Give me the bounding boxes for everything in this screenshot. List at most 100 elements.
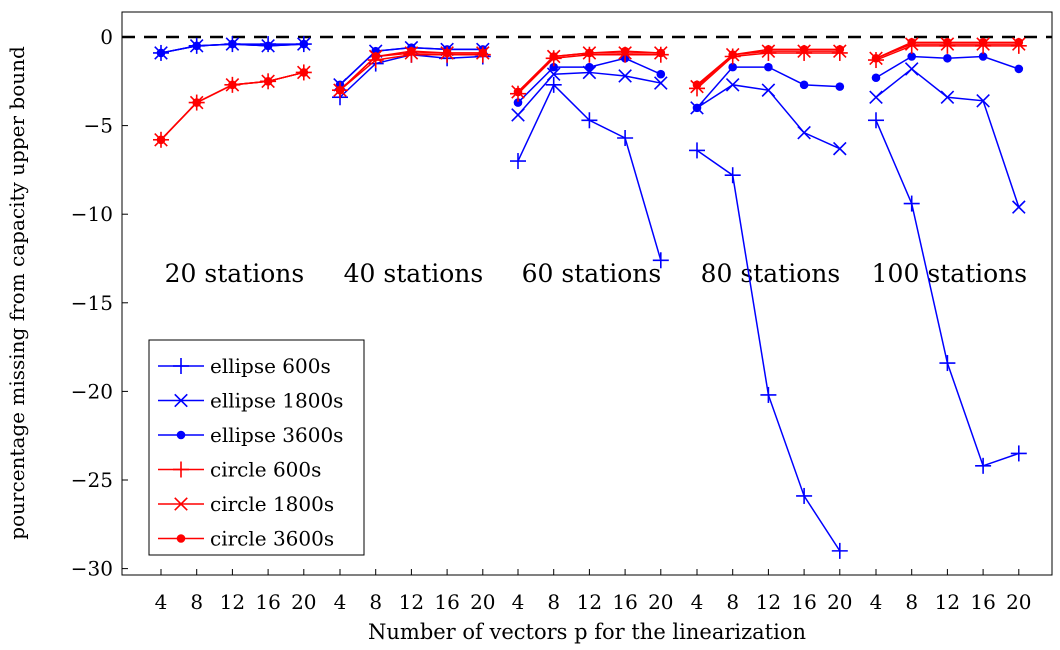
plus-marker <box>617 130 634 147</box>
series-ellipse-1800s <box>869 62 1026 214</box>
series-ellipse-600s <box>689 142 848 559</box>
plus-marker <box>689 142 705 159</box>
series-ellipse-3600s <box>513 53 666 107</box>
dot-marker <box>176 430 186 440</box>
series-line <box>517 83 662 261</box>
dot-marker <box>549 52 558 61</box>
legend-entry: circle 600s <box>158 458 321 482</box>
cross-marker <box>1011 200 1026 214</box>
dot-marker <box>335 85 345 95</box>
plus-marker <box>939 355 956 372</box>
x-tick-label: 4 <box>512 590 525 614</box>
x-tick-label: 16 <box>612 590 637 614</box>
cross-marker <box>653 76 668 90</box>
dot-marker <box>192 41 201 51</box>
x-tick-label: 16 <box>434 590 459 614</box>
dot-marker <box>943 53 952 63</box>
dot-marker <box>835 82 845 91</box>
dot-marker <box>192 98 201 107</box>
x-tick-label: 12 <box>935 590 960 614</box>
dot-marker <box>907 52 916 61</box>
plus-marker <box>831 542 848 559</box>
legend-entry: ellipse 1800s <box>158 389 343 413</box>
dot-marker <box>585 48 594 58</box>
plus-marker <box>1010 445 1027 462</box>
dot-marker <box>692 103 702 113</box>
y-tick-label: −25 <box>71 468 113 492</box>
legend-label: circle 600s <box>210 458 321 482</box>
dot-marker <box>764 45 773 54</box>
cross-marker <box>940 90 955 105</box>
dot-marker <box>978 52 988 61</box>
x-tick-label: 20 <box>827 590 852 614</box>
dot-marker <box>442 48 452 58</box>
plus-marker <box>173 358 189 374</box>
dot-marker <box>156 135 166 145</box>
dot-marker <box>585 62 594 72</box>
cross-marker <box>618 69 632 83</box>
dot-marker <box>299 68 309 77</box>
dot-marker <box>176 534 186 543</box>
dot-marker <box>871 73 881 83</box>
series-line <box>696 66 840 109</box>
dot-marker <box>407 46 416 56</box>
x-tick-label: 8 <box>905 590 918 614</box>
dot-marker <box>656 69 666 79</box>
plus-marker <box>903 195 920 212</box>
legend-label: ellipse 3600s <box>210 423 343 447</box>
dot-marker <box>513 87 523 97</box>
dot-marker <box>728 62 737 72</box>
group-labels: 20 stations 40 stations 60 stations 80 stat… <box>165 259 1028 288</box>
series-line <box>696 149 841 552</box>
x-tick-label: 4 <box>334 590 347 614</box>
series-circle-3600s <box>692 45 845 90</box>
cross-marker <box>904 62 919 76</box>
plus-marker <box>581 112 598 129</box>
plus-marker <box>545 76 562 93</box>
cross-marker <box>546 67 561 82</box>
y-tick-label: −20 <box>71 379 113 403</box>
group-label: 100 stations <box>872 259 1027 288</box>
cross-marker <box>174 393 188 408</box>
x-tick-label: 4 <box>155 590 168 614</box>
group-label: 40 stations <box>344 259 484 288</box>
legend-box <box>148 339 365 556</box>
group-label: 60 stations <box>522 259 662 288</box>
series-line <box>875 119 1020 467</box>
x-tick-label: 20 <box>470 590 495 614</box>
cross-marker <box>582 65 597 80</box>
series-line <box>517 71 661 116</box>
dot-marker <box>513 98 523 107</box>
legend-label: circle 1800s <box>210 492 334 516</box>
legend-entry: circle 3600s <box>158 527 334 551</box>
plus-marker <box>760 386 777 403</box>
x-tick-label: 12 <box>220 590 245 614</box>
plot-frame <box>121 11 1053 576</box>
dot-marker <box>871 53 881 63</box>
dot-marker <box>728 50 737 60</box>
dot-marker <box>907 38 916 47</box>
x-tick-label: 12 <box>756 590 781 614</box>
x-tick-label: 20 <box>648 590 673 614</box>
x-tick-label: 8 <box>369 590 382 614</box>
legend-entry: circle 1800s <box>158 492 334 516</box>
x-tick-label: 16 <box>255 590 280 614</box>
dot-marker <box>1014 64 1024 74</box>
x-tick-label: 16 <box>791 590 816 614</box>
group-label: 80 stations <box>701 259 841 288</box>
series-line <box>696 84 841 150</box>
legend-label: ellipse 1800s <box>210 389 343 413</box>
cross-marker <box>761 83 776 97</box>
x-tick-label: 8 <box>547 590 560 614</box>
legend: ellipse 600s ellipse 1800s ellipse 3600s ci… <box>148 339 365 556</box>
series-ellipse-1800s <box>511 65 668 122</box>
series-circle-3600s <box>513 46 666 97</box>
series-ellipse-3600s <box>871 52 1024 83</box>
series-ellipse-3600s <box>156 39 309 58</box>
cross-marker <box>869 90 883 105</box>
dot-marker <box>228 39 237 49</box>
dot-marker <box>835 45 845 54</box>
plus-marker <box>975 457 992 474</box>
dot-marker <box>156 48 166 58</box>
x-tick-label: 12 <box>577 590 602 614</box>
